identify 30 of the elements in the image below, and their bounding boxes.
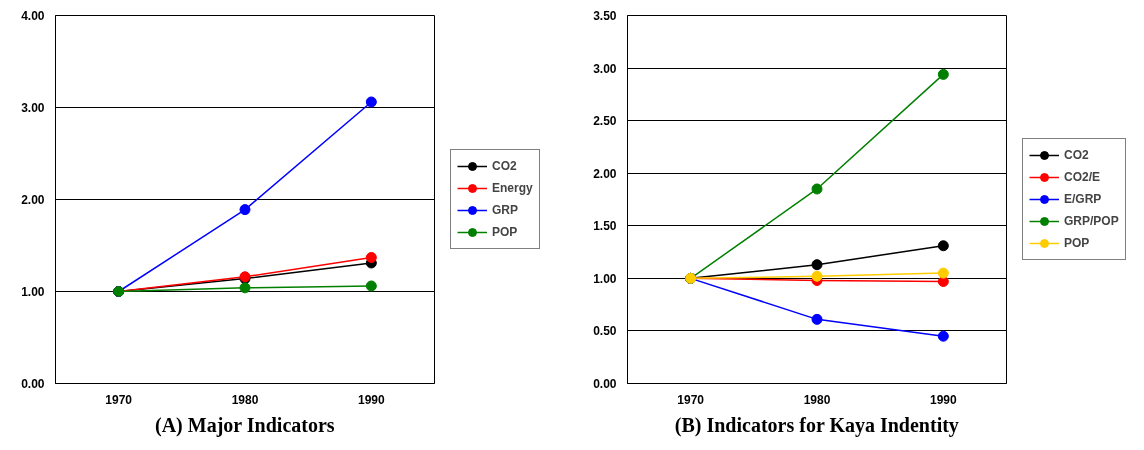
legend-label: CO2	[492, 159, 517, 173]
y-tick-label: 0.00	[593, 377, 617, 391]
text: (A) Major Indicators	[155, 413, 335, 437]
text: (B) Indicators for Kaya Indentity	[674, 413, 959, 437]
y-tick-label: 3.00	[593, 61, 617, 76]
x-tick-label: 1990	[357, 392, 386, 407]
y-tick-label: 2.50	[593, 114, 617, 129]
legend-label: POP	[492, 225, 518, 239]
legend-label: GRP	[492, 203, 519, 217]
legend-label: Energy	[492, 181, 533, 195]
y-tick-label: 3.00	[21, 101, 45, 115]
y-tick-label: 1.00	[21, 285, 45, 299]
y-tick-label: 4.00	[21, 9, 45, 23]
legend-label: CO2/E	[1064, 170, 1101, 184]
x-tick-label: 1970	[105, 392, 133, 407]
y-tick-label: 2.00	[593, 166, 617, 181]
y-tick-label: 0.50	[593, 324, 617, 339]
x-tick-label: 1980	[231, 392, 259, 407]
y-tick-label: 1.00	[593, 271, 617, 286]
y-tick-label: 0.00	[21, 377, 45, 391]
x-tick-label: 1990	[929, 392, 958, 407]
x-tick-label: 1970	[677, 392, 705, 407]
legend-label: POP	[1064, 236, 1090, 250]
x-tick-label: 1980	[803, 392, 831, 407]
legend-label: E/GRP	[1064, 192, 1102, 206]
y-tick-label: 1.50	[593, 219, 617, 234]
y-tick-label: 3.50	[593, 9, 617, 23]
y-tick-label: 2.00	[21, 193, 45, 207]
legend-label: CO2	[1064, 148, 1089, 162]
legend-label: GRP/POP	[1064, 214, 1119, 228]
